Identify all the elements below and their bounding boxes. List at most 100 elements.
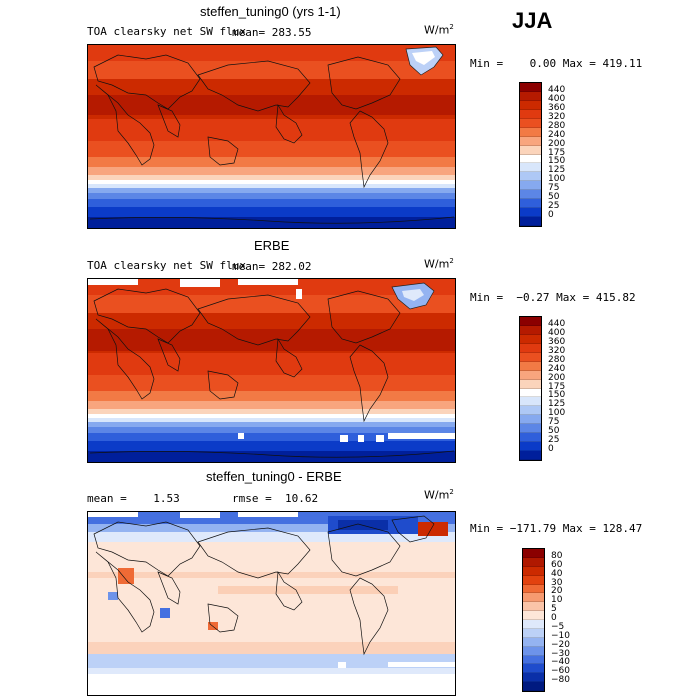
colorbar-segment (520, 379, 541, 389)
panel1-map (87, 44, 456, 229)
panel1-map-svg (88, 45, 455, 228)
colorbar-tick-label: 100 (548, 174, 566, 185)
panel1-colorbar (519, 82, 542, 227)
season-label: JJA (512, 8, 553, 33)
colorbar-segment (523, 637, 544, 647)
colorbar-segment (520, 163, 541, 173)
panel3-map-svg (88, 512, 455, 695)
panel2-unit: W/m2 (424, 257, 454, 271)
panel1-unit: W/m2 (424, 23, 454, 37)
colorbar-segment (520, 415, 541, 425)
colorbar-tick-label: 80 (551, 550, 563, 561)
colorbar-segment (520, 127, 541, 137)
colorbar-tick-label: 125 (548, 165, 566, 176)
panel1-variable-label: TOA clearsky net SW flux (87, 25, 246, 38)
panel3-unit: W/m2 (424, 488, 454, 502)
colorbar-segment (520, 190, 541, 200)
colorbar-segment (523, 646, 544, 656)
colorbar-tick-label: 320 (548, 345, 566, 356)
colorbar-tick-label: 75 (548, 183, 560, 194)
panel3-map (87, 511, 456, 696)
colorbar-tick-label: 360 (548, 336, 566, 347)
colorbar-segment (523, 611, 544, 620)
colorbar-segment (520, 424, 541, 434)
colorbar-tick-label: 240 (548, 129, 566, 140)
colorbar-segment (520, 91, 541, 101)
colorbar-tick-label: 200 (548, 372, 566, 383)
colorbar-segment (523, 566, 544, 576)
panel1-minmax: Min = 0.00 Max = 419.11 (470, 57, 643, 70)
colorbar-segment (523, 557, 544, 567)
colorbar-tick-label: 40 (551, 568, 563, 579)
colorbar-tick-label: 280 (548, 120, 566, 131)
colorbar-segment (520, 361, 541, 371)
colorbar-segment (523, 655, 544, 665)
colorbar-tick-label: 175 (548, 381, 566, 392)
panel2-mean: mean= 282.02 (232, 260, 312, 273)
colorbar-tick-label: 280 (548, 354, 566, 365)
colorbar-segment (520, 442, 541, 452)
colorbar-segment (520, 388, 541, 398)
colorbar-segment (520, 154, 541, 164)
colorbar-tick-label: 400 (548, 327, 566, 338)
colorbar-tick-label: 25 (548, 435, 560, 446)
colorbar-segment (523, 575, 544, 585)
colorbar-segment (523, 593, 544, 603)
panel3-title: steffen_tuning0 - ERBE (206, 469, 342, 484)
colorbar-tick-label: −5 (551, 621, 565, 632)
panel1-title: steffen_tuning0 (yrs 1-1) (200, 4, 341, 19)
colorbar-tick-label: 50 (548, 426, 560, 437)
colorbar-segment (520, 406, 541, 416)
colorbar-segment (520, 83, 541, 92)
colorbar-segment (520, 172, 541, 182)
panel3-colorbar (522, 548, 545, 692)
panel2-variable-label: TOA clearsky net SW flux (87, 259, 246, 272)
colorbar-segment (520, 433, 541, 443)
colorbar-tick-label: 75 (548, 417, 560, 428)
panel2-title: ERBE (254, 238, 290, 253)
colorbar-tick-label: 0 (548, 444, 554, 455)
colorbar-tick-label: 10 (551, 595, 563, 606)
colorbar-segment (520, 317, 541, 326)
colorbar-tick-label: 440 (548, 318, 566, 329)
colorbar-segment (520, 334, 541, 344)
colorbar-segment (520, 145, 541, 155)
colorbar-tick-label: 60 (551, 559, 563, 570)
panel3-rmse: rmse = 10.62 (232, 492, 319, 505)
panel3-mean: mean = 1.53 (87, 492, 180, 505)
colorbar-tick-label: 200 (548, 138, 566, 149)
colorbar-tick-label: 440 (548, 84, 566, 95)
colorbar-segment (520, 325, 541, 335)
colorbar-tick-label: 25 (548, 201, 560, 212)
colorbar-segment (523, 682, 544, 691)
colorbar-segment (520, 118, 541, 128)
colorbar-segment (520, 100, 541, 110)
panel2-map (87, 278, 456, 463)
colorbar-segment (520, 199, 541, 209)
colorbar-segment (520, 352, 541, 362)
colorbar-segment (520, 136, 541, 146)
colorbar-tick-label: 400 (548, 93, 566, 104)
colorbar-tick-label: 360 (548, 102, 566, 113)
colorbar-tick-label: −60 (551, 666, 570, 677)
colorbar-tick-label: 20 (551, 586, 563, 597)
panel2-map-svg (88, 279, 455, 462)
colorbar-segment (520, 451, 541, 460)
colorbar-segment (523, 602, 544, 612)
colorbar-tick-label: −40 (551, 657, 570, 668)
panel2-colorbar (519, 316, 542, 461)
colorbar-segment (520, 343, 541, 353)
colorbar-tick-label: 100 (548, 408, 566, 419)
colorbar-segment (520, 208, 541, 218)
colorbar-tick-label: −30 (551, 648, 570, 659)
colorbar-tick-label: 150 (548, 390, 566, 401)
colorbar-tick-label: 175 (548, 147, 566, 158)
panel1-mean: mean= 283.55 (232, 26, 312, 39)
colorbar-tick-label: −20 (551, 639, 570, 650)
colorbar-tick-label: 240 (548, 363, 566, 374)
colorbar-tick-label: −80 (551, 675, 570, 686)
colorbar-tick-label: 320 (548, 111, 566, 122)
colorbar-segment (523, 549, 544, 558)
colorbar-tick-label: 125 (548, 399, 566, 410)
colorbar-segment (523, 584, 544, 594)
